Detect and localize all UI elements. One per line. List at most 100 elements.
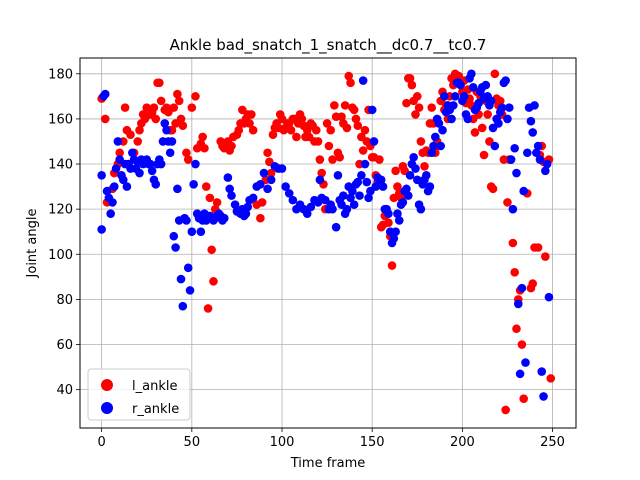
data-point <box>126 130 135 140</box>
data-point <box>508 238 518 248</box>
data-point <box>337 112 346 121</box>
data-point <box>360 159 370 169</box>
y-tick-label: 160 <box>48 112 73 127</box>
data-point <box>147 166 157 176</box>
data-point <box>503 198 512 207</box>
data-point <box>297 114 307 124</box>
y-tick-label: 100 <box>48 248 73 263</box>
data-point <box>109 182 119 191</box>
data-point <box>268 130 278 140</box>
x-tick-label: 250 <box>540 435 565 450</box>
data-point <box>523 148 532 158</box>
data-point <box>306 202 316 212</box>
data-point <box>207 245 216 255</box>
data-point <box>542 159 552 169</box>
data-points <box>97 69 556 415</box>
data-point <box>398 198 408 207</box>
data-point <box>344 71 354 81</box>
y-tick-label: 120 <box>48 203 73 218</box>
data-point <box>151 114 161 124</box>
data-point <box>450 92 460 101</box>
data-point <box>532 148 541 158</box>
data-point <box>100 114 110 124</box>
data-point <box>284 189 294 198</box>
data-point <box>479 150 489 160</box>
data-point <box>245 119 254 128</box>
data-point <box>411 110 420 119</box>
data-point <box>371 182 381 191</box>
data-point <box>508 204 518 214</box>
data-point <box>317 168 326 178</box>
data-point <box>384 218 393 227</box>
data-point <box>353 121 363 130</box>
data-point <box>120 103 130 112</box>
data-point <box>165 148 175 158</box>
data-point <box>302 209 312 218</box>
data-point <box>259 168 269 178</box>
data-point <box>189 180 198 189</box>
data-point <box>515 369 525 379</box>
data-point <box>490 141 500 151</box>
data-point <box>118 175 128 185</box>
data-point <box>375 155 384 164</box>
data-point <box>517 283 527 293</box>
data-point <box>503 114 512 124</box>
data-point <box>349 105 359 115</box>
data-point <box>257 198 267 207</box>
data-point <box>335 152 345 162</box>
data-point <box>512 168 521 178</box>
data-point <box>420 161 429 171</box>
data-point <box>219 213 229 223</box>
data-point <box>156 159 166 169</box>
data-point <box>169 231 179 241</box>
data-point <box>394 216 404 225</box>
y-tick-label: 60 <box>56 338 73 353</box>
data-point <box>409 152 418 162</box>
data-point <box>315 175 325 185</box>
data-point <box>519 394 528 403</box>
data-point <box>201 182 211 191</box>
data-point <box>467 69 476 79</box>
data-point <box>191 159 200 169</box>
data-point <box>539 392 548 401</box>
data-point <box>506 155 516 164</box>
data-point <box>155 78 164 88</box>
data-point <box>108 198 117 207</box>
data-point <box>407 80 417 90</box>
data-point <box>369 137 379 146</box>
data-point <box>470 128 480 137</box>
data-point <box>459 92 469 101</box>
data-point <box>97 225 106 234</box>
data-point <box>339 191 348 200</box>
y-axis-ticks: 40 60 80 100 120 140 160 180 <box>48 67 80 398</box>
data-point <box>167 137 177 146</box>
data-point <box>178 121 188 130</box>
x-tick-label: 50 <box>184 435 201 450</box>
data-point <box>456 80 465 90</box>
data-point <box>162 125 171 135</box>
data-point <box>384 209 393 218</box>
x-tick-label: 150 <box>360 435 385 450</box>
data-point <box>358 76 368 85</box>
legend-label-r-ankle: r_ankle <box>132 402 179 417</box>
data-point <box>358 146 368 155</box>
data-point <box>156 96 166 106</box>
data-point <box>427 148 437 158</box>
data-point <box>313 137 323 146</box>
data-point <box>315 155 325 164</box>
data-point <box>223 173 233 182</box>
data-point <box>483 110 492 119</box>
data-point <box>544 292 554 302</box>
legend-label-l-ankle: l_ankle <box>132 379 177 394</box>
plot-frame <box>79 57 577 429</box>
data-point <box>391 227 400 237</box>
data-point <box>203 304 213 313</box>
data-point <box>376 175 386 185</box>
data-point <box>277 164 287 173</box>
data-point <box>128 148 137 158</box>
data-point <box>346 193 355 203</box>
data-point <box>149 103 159 112</box>
data-point <box>133 137 143 146</box>
data-point <box>393 209 402 218</box>
